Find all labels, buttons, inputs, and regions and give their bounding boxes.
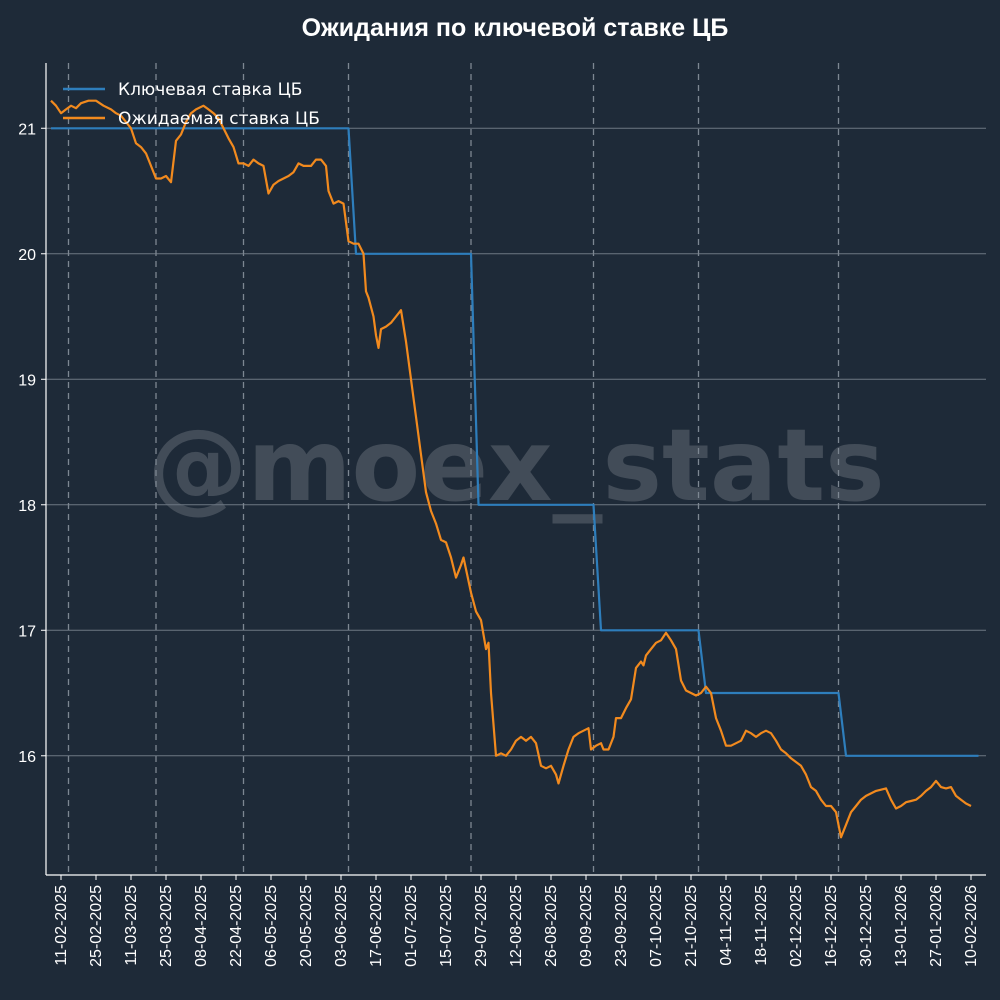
x-tick-label: 11-03-2025 — [123, 885, 140, 966]
x-tick-label: 08-04-2025 — [193, 885, 210, 967]
x-tick-label: 17-06-2025 — [368, 885, 385, 967]
y-tick-label: 19 — [18, 372, 36, 389]
x-tick-label: 12-08-2025 — [508, 885, 525, 967]
x-tick-label: 25-03-2025 — [158, 885, 175, 967]
x-tick-label: 21-10-2025 — [683, 885, 700, 967]
axis-layer: 16 17 18 19 20 21 11-02-2025 25-02-2025 11-03-20… — [18, 63, 986, 967]
legend-label: Ключевая ставка ЦБ — [118, 80, 302, 100]
x-tick-label: 26-08-2025 — [543, 885, 560, 967]
x-tick-label: 20-05-2025 — [298, 885, 315, 967]
key-rate-line — [51, 127, 979, 757]
x-tick-label: 09-09-2025 — [578, 885, 595, 967]
y-tick-label: 21 — [18, 121, 36, 138]
x-tick-label: 07-10-2025 — [648, 885, 665, 967]
x-tick-label: 06-05-2025 — [263, 885, 280, 967]
legend-label: Ожидаемая ставка ЦБ — [118, 109, 320, 129]
x-tick-label: 25-02-2025 — [88, 885, 105, 967]
meeting-lines — [67, 63, 840, 875]
x-tick-label: 13-01-2026 — [893, 885, 910, 967]
watermark-layer: @moex_stats — [147, 407, 884, 524]
x-tick-label: 03-06-2025 — [333, 885, 350, 967]
expected-rate-line — [50, 99, 972, 839]
x-tick-label: 10-02-2026 — [963, 885, 980, 967]
x-tick-label: 04-11-2025 — [718, 885, 735, 966]
x-tick-label: 11-02-2025 — [53, 885, 70, 966]
x-tick-label: 29-07-2025 — [473, 885, 490, 967]
series-layer — [50, 99, 979, 839]
plot-area: @moex_stats 16 17 18 19 20 21 11-02-2025 25-02-… — [18, 63, 986, 967]
x-tick-label: 22-04-2025 — [228, 885, 245, 967]
x-tick-label: 27-01-2026 — [928, 885, 945, 967]
x-tick-label: 02-12-2025 — [788, 885, 805, 967]
x-tick-label: 18-11-2025 — [753, 885, 770, 966]
legend: Ключевая ставка ЦБ Ожидаемая ставка ЦБ — [63, 80, 320, 129]
y-tick-label: 17 — [18, 623, 36, 640]
x-tick-label: 01-07-2025 — [403, 885, 420, 967]
y-tick-label: 18 — [18, 498, 36, 515]
watermark-text: @moex_stats — [147, 407, 884, 524]
x-tick-label: 30-12-2025 — [858, 885, 875, 967]
y-tick-label: 16 — [18, 749, 36, 766]
y-tick-label: 20 — [18, 247, 36, 264]
chart-title: Ожидания по ключевой ставке ЦБ — [302, 14, 729, 42]
x-tick-label: 16-12-2025 — [823, 885, 840, 967]
x-tick-label: 15-07-2025 — [438, 885, 455, 967]
x-tick-label: 23-09-2025 — [613, 885, 630, 967]
